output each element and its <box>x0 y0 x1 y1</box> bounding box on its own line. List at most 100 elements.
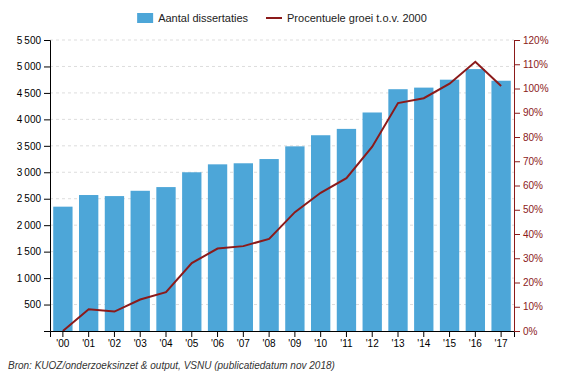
y2-tick-mark <box>514 234 520 235</box>
y-tick: 3 000 <box>17 167 50 178</box>
y2-tick-label: 90% <box>523 107 543 118</box>
x-tick-mark <box>62 331 63 337</box>
legend-label: Procentuele groei t.o.v. 2000 <box>287 12 427 24</box>
y-tick-mark <box>44 119 50 120</box>
x-tick-label: '01 <box>82 338 95 349</box>
y-tick-mark <box>44 66 50 67</box>
x-tick-label: '04 <box>159 338 172 349</box>
x-tick-mark <box>501 331 502 337</box>
y-tick: 5 500 <box>17 35 50 46</box>
y2-tick-mark <box>514 113 520 114</box>
x-tick-label: '03 <box>134 338 147 349</box>
legend-item: Procentuele groei t.o.v. 2000 <box>266 12 427 24</box>
x-tick-label: '10 <box>314 338 327 349</box>
plot: '00'01'02'03'04'05'06'07'08'09'10'11'12'… <box>17 35 549 349</box>
y-tick-label: 1 500 <box>17 246 42 257</box>
y2-tick-mark <box>514 307 520 308</box>
y2-tick: 70% <box>514 156 543 167</box>
x-tick-mark <box>423 331 424 337</box>
bar <box>259 159 278 331</box>
y2-axis-line <box>515 41 521 332</box>
bar <box>388 89 407 331</box>
y-tick-label: 5 500 <box>17 35 42 46</box>
x-tick: '01 <box>82 331 95 349</box>
y2-tick-mark <box>514 283 520 284</box>
y2-tick: 10% <box>514 301 543 312</box>
x-tick-mark <box>475 331 476 337</box>
y-tick-label: 2 000 <box>17 220 42 231</box>
y2-tick: 100% <box>514 83 549 94</box>
legend-swatch <box>266 17 282 19</box>
bar <box>53 207 72 331</box>
y2-tick-label: 20% <box>523 277 543 288</box>
x-tick-label: '14 <box>417 338 430 349</box>
y2-tick-mark <box>514 258 520 259</box>
x-tick: '02 <box>108 331 121 349</box>
y-tick-mark <box>44 172 50 173</box>
bar <box>285 146 304 331</box>
y2-tick-mark <box>514 64 520 65</box>
x-tick-mark <box>346 331 347 337</box>
y-tick: 4 500 <box>17 88 50 99</box>
y-tick-mark <box>44 199 50 200</box>
y2-tick-mark <box>514 186 520 187</box>
chart: '00'01'02'03'04'05'06'07'08'09'10'11'12'… <box>0 0 562 377</box>
bar <box>466 69 485 331</box>
x-tick: '16 <box>469 331 482 349</box>
x-tick-label: '11 <box>340 338 353 349</box>
y2-tick: 110% <box>514 59 548 70</box>
y2-tick-label: 120% <box>523 35 549 46</box>
y2-tick-label: 50% <box>523 204 543 215</box>
y-axis: 5001 0001 5002 0002 5003 0003 5004 0004 … <box>17 35 51 332</box>
y-tick: 1 500 <box>17 246 50 257</box>
y2-tick: 80% <box>514 132 543 143</box>
y-tick-label: 3 000 <box>17 167 42 178</box>
x-tick: '06 <box>211 331 224 349</box>
y-tick: 4 000 <box>17 114 50 125</box>
bar <box>440 80 459 331</box>
x-tick-label: '05 <box>185 338 198 349</box>
x-tick: '14 <box>417 331 430 349</box>
y-tick-label: 2 500 <box>17 193 42 204</box>
x-tick-label: '00 <box>56 338 69 349</box>
y2-tick-label: 40% <box>523 229 543 240</box>
x-tick-label: '08 <box>263 338 276 349</box>
x-tick-mark <box>398 331 399 337</box>
y-tick: 2 000 <box>17 220 50 231</box>
bar <box>311 135 330 331</box>
y2-tick-label: 0% <box>523 326 538 337</box>
x-tick: '12 <box>366 331 379 349</box>
x-axis: '00'01'02'03'04'05'06'07'08'09'10'11'12'… <box>51 331 515 349</box>
x-tick-mark <box>191 331 192 337</box>
bar-series <box>53 69 511 331</box>
y-tick: 5 000 <box>17 61 50 72</box>
y-tick-label: 4 000 <box>17 114 42 125</box>
y2-tick: 0% <box>514 326 538 337</box>
bar <box>156 187 175 331</box>
x-tick-label: '13 <box>391 338 404 349</box>
y2-tick-mark <box>514 331 520 332</box>
y-tick: 1 000 <box>17 273 50 284</box>
y-tick-mark <box>44 93 50 94</box>
bar <box>182 172 201 331</box>
grid-line <box>50 40 514 41</box>
x-tick-label: '16 <box>469 338 482 349</box>
x-tick: '07 <box>237 331 250 349</box>
x-tick: '11 <box>340 331 353 349</box>
x-tick: '15 <box>443 331 456 349</box>
x-tick-mark <box>217 331 218 337</box>
y2-tick-label: 110% <box>523 59 548 70</box>
y2-tick: 20% <box>514 277 543 288</box>
y2-tick-label: 30% <box>523 253 543 264</box>
x-tick: '13 <box>391 331 404 349</box>
bar <box>414 88 433 331</box>
bar <box>131 191 150 331</box>
y-tick-mark <box>44 278 50 279</box>
x-tick: '17 <box>495 331 508 349</box>
x-tick-label: '15 <box>443 338 456 349</box>
y-tick-label: 3 500 <box>17 141 42 152</box>
x-tick-label: '17 <box>495 338 508 349</box>
x-tick-label: '02 <box>108 338 121 349</box>
x-tick-label: '07 <box>237 338 250 349</box>
y2-tick-label: 10% <box>523 301 543 312</box>
